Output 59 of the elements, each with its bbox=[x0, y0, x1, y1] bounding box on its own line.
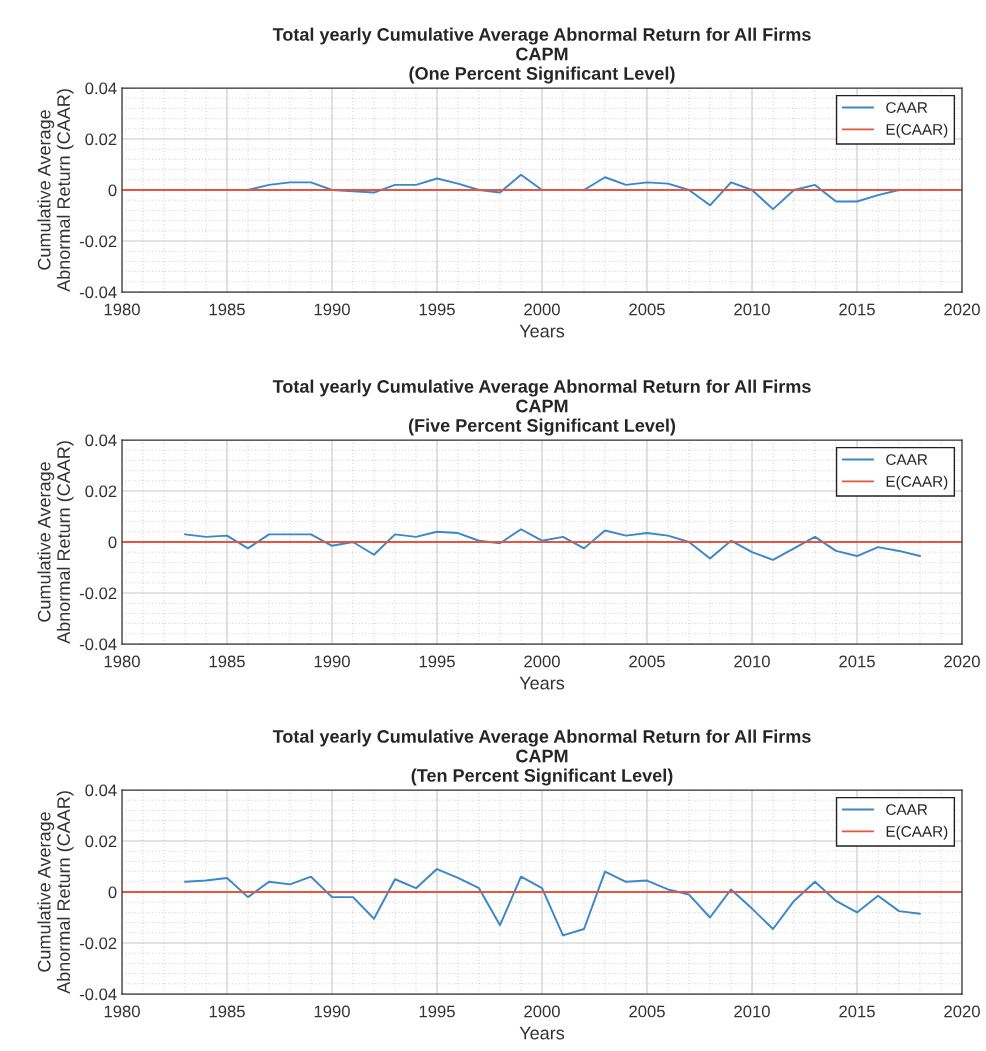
x-tick-label: 1995 bbox=[419, 1005, 455, 1018]
y-axis-title: Cumulative Average Abnormal Return (CAAR) bbox=[37, 441, 74, 644]
x-tick-label: 1995 bbox=[419, 303, 455, 316]
chart-title: Total yearly Cumulative Average Abnormal Return for All Firms CAPM (Ten Percent Significant Level) bbox=[272, 729, 811, 786]
x-tick-label: 1990 bbox=[314, 303, 350, 316]
y-tick-label: 0.04 bbox=[85, 82, 117, 95]
x-tick-label: 2000 bbox=[524, 655, 560, 668]
y-tick-label: 0 bbox=[108, 886, 117, 899]
y-tick-label: 0.02 bbox=[85, 133, 117, 146]
x-tick-label: 1995 bbox=[419, 655, 455, 668]
chart-title: Total yearly Cumulative Average Abnormal Return for All Firms CAPM (One Percent Significant Level) bbox=[272, 27, 811, 84]
x-axis-title: Years bbox=[519, 676, 565, 690]
x-tick-label: 1990 bbox=[314, 655, 350, 668]
x-tick-label: 2000 bbox=[524, 1005, 560, 1018]
x-tick-label: 2000 bbox=[524, 303, 560, 316]
x-tick-label: 2005 bbox=[629, 303, 665, 316]
x-tick-label: 2005 bbox=[629, 655, 665, 668]
x-tick-label: 2010 bbox=[734, 655, 770, 668]
legend-label: E(CAAR) bbox=[886, 825, 948, 840]
chart-title: Total yearly Cumulative Average Abnormal Return for All Firms CAPM (Five Percent Significant Level) bbox=[272, 379, 811, 436]
y-axis-title: Cumulative Average Abnormal Return (CAAR) bbox=[37, 791, 74, 994]
x-tick-label: 1990 bbox=[314, 1005, 350, 1018]
y-tick-label: 0 bbox=[108, 536, 117, 549]
y-tick-label: -0.04 bbox=[79, 988, 117, 1001]
y-tick-label: -0.04 bbox=[79, 638, 117, 651]
x-tick-label: 1985 bbox=[209, 655, 245, 668]
y-tick-label: 0.04 bbox=[85, 784, 117, 797]
y-tick-label: -0.04 bbox=[79, 286, 117, 299]
line-series bbox=[184, 868, 921, 937]
y-tick-label: 0.02 bbox=[85, 485, 117, 498]
legend-label: CAAR bbox=[886, 102, 928, 113]
x-tick-label: 2020 bbox=[944, 1005, 980, 1018]
x-tick-label: 2020 bbox=[944, 303, 980, 316]
x-axis-title: Years bbox=[519, 1026, 565, 1040]
x-tick-label: 1980 bbox=[104, 1005, 140, 1018]
line-series bbox=[184, 528, 921, 561]
y-tick-label: 0 bbox=[108, 184, 117, 197]
x-tick-label: 1985 bbox=[209, 1005, 245, 1018]
y-tick-label: -0.02 bbox=[79, 937, 117, 950]
legend-label: CAAR bbox=[886, 454, 928, 465]
x-tick-label: 1985 bbox=[209, 303, 245, 316]
x-tick-label: 1980 bbox=[104, 303, 140, 316]
x-tick-label: 2005 bbox=[629, 1005, 665, 1018]
x-tick-label: 2015 bbox=[839, 1005, 875, 1018]
x-tick-label: 1980 bbox=[104, 655, 140, 668]
y-tick-label: -0.02 bbox=[79, 587, 117, 600]
x-axis-title: Years bbox=[519, 324, 565, 338]
legend-label: E(CAAR) bbox=[886, 475, 948, 490]
y-tick-label: -0.02 bbox=[79, 235, 117, 248]
x-tick-label: 2020 bbox=[944, 655, 980, 668]
x-tick-label: 2015 bbox=[839, 303, 875, 316]
x-tick-label: 2015 bbox=[839, 655, 875, 668]
legend-label: CAAR bbox=[886, 804, 928, 815]
legend-label: E(CAAR) bbox=[886, 123, 948, 138]
y-tick-label: 0.04 bbox=[85, 434, 117, 447]
x-tick-label: 2010 bbox=[734, 303, 770, 316]
x-tick-label: 2010 bbox=[734, 1005, 770, 1018]
y-tick-label: 0.02 bbox=[85, 835, 117, 848]
y-axis-title: Cumulative Average Abnormal Return (CAAR) bbox=[37, 89, 74, 292]
